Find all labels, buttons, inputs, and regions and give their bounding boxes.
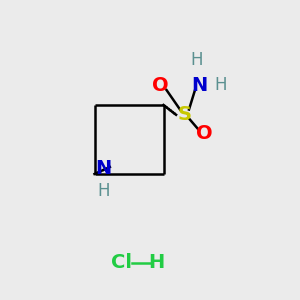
Text: H: H <box>214 76 227 94</box>
Text: S: S <box>178 104 191 124</box>
Text: H: H <box>97 182 110 200</box>
Text: Cl: Cl <box>111 253 132 272</box>
Text: N: N <box>95 158 112 178</box>
Text: H: H <box>190 51 203 69</box>
Text: H: H <box>148 253 164 272</box>
Text: O: O <box>152 76 169 95</box>
Text: O: O <box>196 124 212 143</box>
Text: N: N <box>191 76 208 95</box>
